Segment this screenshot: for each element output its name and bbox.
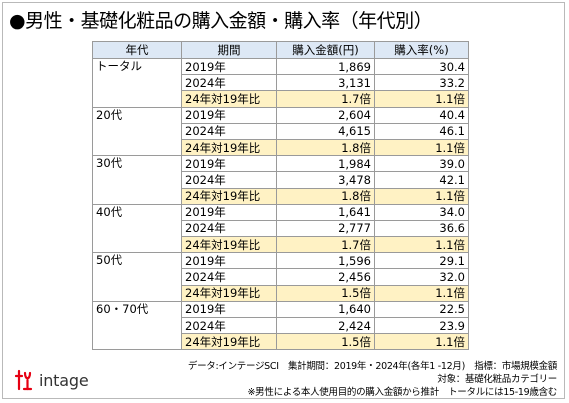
period-cell: 24年対19年比 xyxy=(181,187,277,205)
amount-cell: 1.7倍 xyxy=(276,90,375,108)
amount-cell: 1,984 xyxy=(276,155,375,173)
table-row: 2024年 3,478 42.1 xyxy=(93,171,469,189)
rate-cell: 32.0 xyxy=(374,268,469,286)
rate-cell: 46.1 xyxy=(374,122,469,140)
age-group-cell: 30代 xyxy=(92,155,182,205)
period-cell: 24年対19年比 xyxy=(181,236,277,254)
amount-cell: 1,869 xyxy=(276,57,375,76)
rate-cell: 1.1倍 xyxy=(374,333,469,351)
period-cell: 2019年 xyxy=(181,252,277,270)
footnote-target: 対象：基礎化粧品カテゴリー xyxy=(437,374,557,385)
table-row: 24年対19年比 1.8倍 1.1倍 xyxy=(93,187,469,205)
period-cell: 2019年 xyxy=(181,300,277,319)
period-cell: 24年対19年比 xyxy=(181,333,277,351)
footnote-caveat: ※男性による本人使用目的の購入金額から推計 トータルには15-19歳含む xyxy=(247,387,558,398)
table-row: 30代 2019年 1,984 39.0 xyxy=(92,155,469,205)
header-rate: 購入率(%) xyxy=(374,41,469,59)
rate-cell: 1.1倍 xyxy=(374,236,469,254)
period-cell: 2019年 xyxy=(181,57,277,76)
rate-cell: 40.4 xyxy=(374,106,469,124)
age-group-cell: 40代 xyxy=(92,203,182,254)
period-cell: 2019年 xyxy=(181,203,277,221)
rate-cell: 1.1倍 xyxy=(374,187,469,205)
table-row: 24年対19年比 1.8倍 1.1倍 xyxy=(93,138,469,157)
age-group-cell: 20代 xyxy=(92,106,182,157)
rate-cell: 30.4 xyxy=(374,57,469,76)
rate-cell: 42.1 xyxy=(374,171,469,189)
page-title: ●男性・基礎化粧品の購入金額・購入率（年代別） xyxy=(9,10,433,32)
rate-cell: 23.9 xyxy=(374,316,469,335)
period-cell: 24年対19年比 xyxy=(181,284,277,302)
rate-cell: 39.0 xyxy=(374,155,469,173)
amount-cell: 2,424 xyxy=(276,316,375,335)
amount-cell: 2,456 xyxy=(276,268,375,286)
period-cell: 24年対19年比 xyxy=(181,138,277,157)
footnote-source: データ:インテージSCI 集計期間：2019年・2024年(各年1 -12月) … xyxy=(187,361,557,372)
table-row: 24年対19年比 1.5倍 1.1倍 xyxy=(93,333,469,351)
rate-cell: 33.2 xyxy=(374,74,469,92)
amount-cell: 1.8倍 xyxy=(276,187,375,205)
intage-logo: intage xyxy=(15,368,89,392)
rate-cell: 1.1倍 xyxy=(374,284,469,302)
table-header-row: 年代 期間 購入金額(円) 購入率(%) xyxy=(92,41,469,59)
header-age: 年代 xyxy=(92,41,182,59)
footnotes: データ:インテージSCI 集計期間：2019年・2024年(各年1 -12月) … xyxy=(188,360,557,399)
amount-cell: 1.8倍 xyxy=(276,138,375,157)
period-cell: 2024年 xyxy=(181,268,277,286)
period-cell: 2024年 xyxy=(181,74,277,92)
table-row: 60・70代 2019年 1,640 22.5 xyxy=(92,300,469,351)
rate-cell: 1.1倍 xyxy=(374,90,469,108)
amount-cell: 1,596 xyxy=(276,252,375,270)
amount-cell: 1.5倍 xyxy=(276,333,375,351)
period-cell: 2024年 xyxy=(181,171,277,189)
logo-text: intage xyxy=(39,370,89,390)
rate-cell: 1.1倍 xyxy=(374,138,469,157)
period-cell: 24年対19年比 xyxy=(181,90,277,108)
amount-cell: 4,615 xyxy=(276,122,375,140)
rate-cell: 22.5 xyxy=(374,300,469,319)
rate-cell: 29.1 xyxy=(374,252,469,270)
table-row: 2024年 4,615 46.1 xyxy=(93,122,469,140)
period-cell: 2024年 xyxy=(181,219,277,238)
period-cell: 2019年 xyxy=(181,155,277,173)
period-cell: 2024年 xyxy=(181,316,277,335)
amount-cell: 2,604 xyxy=(276,106,375,124)
rate-cell: 34.0 xyxy=(374,203,469,221)
table-row: 20代 2019年 2,604 40.4 xyxy=(92,106,469,157)
amount-cell: 1.7倍 xyxy=(276,236,375,254)
header-amount: 購入金額(円) xyxy=(276,41,375,59)
table-row: 40代 2019年 1,641 34.0 xyxy=(92,203,469,254)
table-row: 2024年 2,424 23.9 xyxy=(93,316,469,335)
amount-cell: 1.5倍 xyxy=(276,284,375,302)
table-row: 24年対19年比 1.7倍 1.1倍 xyxy=(93,236,469,254)
period-cell: 2024年 xyxy=(181,122,277,140)
rate-cell: 36.6 xyxy=(374,219,469,238)
table-body: トータル 2019年 1,869 30.4 2024年 3,131 33.2 24年対19年比… xyxy=(92,57,469,351)
age-group-cell: トータル xyxy=(92,58,182,108)
amount-cell: 2,777 xyxy=(276,219,375,238)
amount-cell: 1,641 xyxy=(276,203,375,221)
amount-cell: 3,478 xyxy=(276,171,375,189)
amount-cell: 3,131 xyxy=(276,74,375,92)
table-row: 50代 2019年 1,596 29.1 xyxy=(92,252,469,302)
header-period: 期間 xyxy=(181,41,277,59)
age-group-cell: 60・70代 xyxy=(92,300,182,351)
period-cell: 2019年 xyxy=(181,106,277,124)
amount-cell: 1,640 xyxy=(276,300,375,319)
table-row: トータル 2019年 1,869 30.4 xyxy=(92,57,469,108)
age-group-cell: 50代 xyxy=(92,252,182,302)
purchase-table: 年代 期間 購入金額(円) 購入率(%) トータル 2019年 1,869 30.4 2… xyxy=(92,41,469,351)
slide-frame: ●男性・基礎化粧品の購入金額・購入率（年代別） 年代 期間 購入金額(円) 購入… xyxy=(2,2,565,399)
intage-logo-mark-icon xyxy=(15,369,33,391)
